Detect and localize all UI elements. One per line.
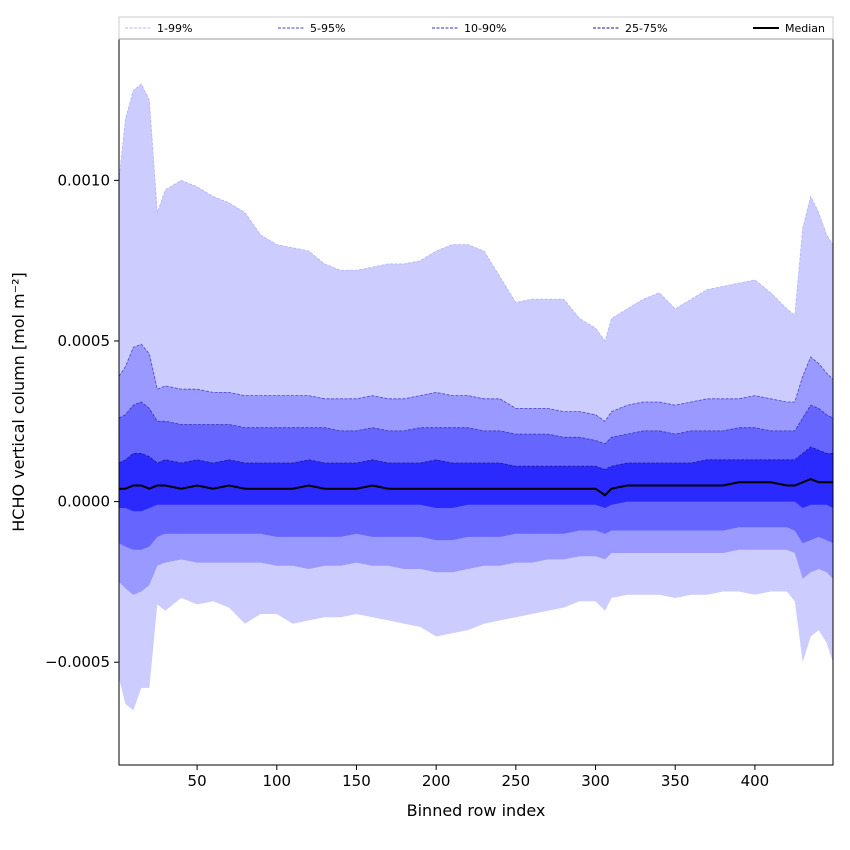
- x-tick-label: 200: [422, 772, 451, 790]
- y-tick-label: 0.0005: [58, 332, 111, 350]
- legend-label: Median: [785, 22, 825, 35]
- x-tick-label: 400: [741, 772, 770, 790]
- x-tick-label: 350: [661, 772, 690, 790]
- y-tick-label: 0.0000: [58, 493, 111, 511]
- x-tick-label: 150: [342, 772, 371, 790]
- x-tick-label: 300: [581, 772, 610, 790]
- bands-layer: [118, 83, 834, 711]
- legend-label: 1-99%: [157, 22, 192, 35]
- band-2-upper-edge: [118, 401, 834, 445]
- x-axis: 50 100 150 200 250 300 350 400: [188, 765, 770, 790]
- legend-label: 25-75%: [625, 22, 667, 35]
- legend-label: 5-95%: [310, 22, 345, 35]
- median-layer: [119, 478, 833, 497]
- x-tick-label: 250: [502, 772, 531, 790]
- y-tick-label: 0.0010: [58, 171, 111, 189]
- band-1-upper-edge: [118, 343, 834, 422]
- y-axis-label: HCHO vertical column [mol m⁻²]: [9, 272, 28, 531]
- y-tick-label: −0.0005: [45, 653, 110, 671]
- band-0-upper-edge: [118, 83, 834, 342]
- median-line: [119, 478, 833, 497]
- legend: 1-99% 5-95% 10-90% 25-75% Median: [118, 16, 834, 40]
- y-axis: −0.0005 0.0000 0.0005 0.0010: [45, 171, 119, 671]
- x-tick-label: 100: [262, 772, 291, 790]
- x-axis-label: Binned row index: [407, 801, 546, 820]
- band-3-upper-edge: [118, 446, 833, 470]
- legend-items: 1-99% 5-95% 10-90% 25-75% Median: [125, 22, 825, 35]
- legend-label: 10-90%: [464, 22, 506, 35]
- x-tick-label: 50: [188, 772, 207, 790]
